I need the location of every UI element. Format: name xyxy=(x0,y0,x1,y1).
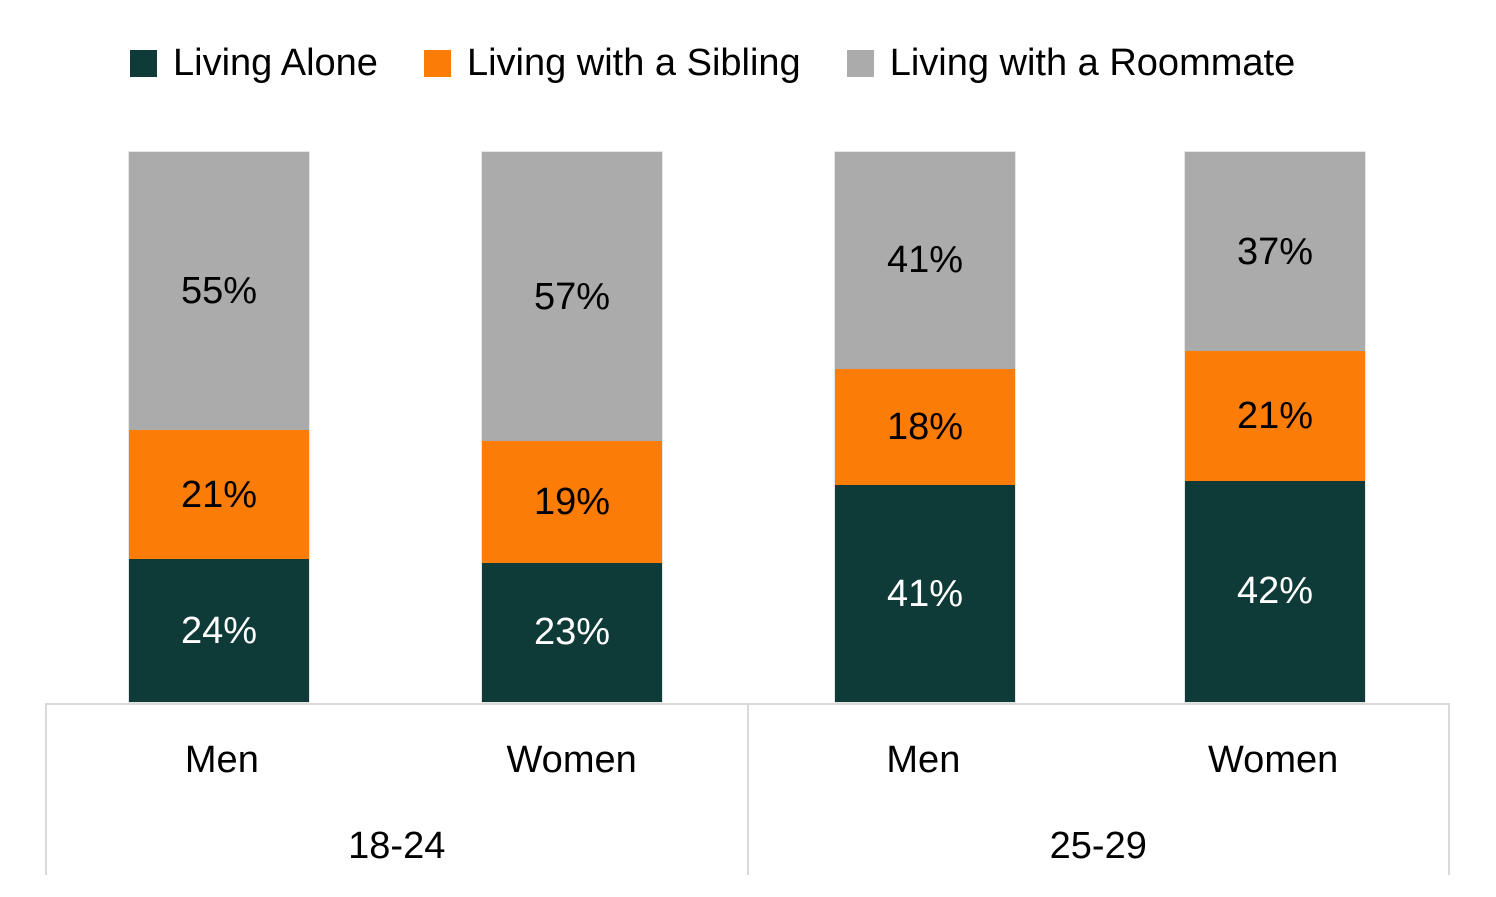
bar-segment-living-alone: 42% xyxy=(1185,480,1365,702)
axis-group-25-29: Men Women 25-29 xyxy=(746,705,1449,875)
data-label: 24% xyxy=(180,609,258,652)
category-label-row: Men Women xyxy=(47,705,747,789)
data-label: 41% xyxy=(886,572,964,615)
legend-label: Living with a Sibling xyxy=(466,42,801,84)
data-label: 23% xyxy=(533,611,611,654)
legend-item-living-alone: Living Alone xyxy=(130,42,378,86)
category-label-women: Women xyxy=(506,739,637,781)
data-label: 42% xyxy=(1236,570,1314,613)
bar-segment-living-with-a-roommate: 37% xyxy=(1185,152,1365,352)
legend-label: Living with a Roommate xyxy=(889,42,1296,84)
category-label-row: Men Women xyxy=(749,705,1449,789)
data-label: 37% xyxy=(1236,230,1314,273)
data-label: 21% xyxy=(1236,395,1314,438)
legend-item-living-with-a-sibling: Living with a Sibling xyxy=(423,42,801,86)
bar-segment-living-with-a-roommate: 57% xyxy=(482,152,662,442)
data-label: 41% xyxy=(886,239,964,282)
category-label-men: Men xyxy=(886,739,961,781)
data-label: 19% xyxy=(533,480,611,523)
category-label-men: Men xyxy=(184,739,259,781)
bar-men-18-24: 55% 21% 24% xyxy=(128,151,310,703)
bar-segment-living-alone: 24% xyxy=(129,559,309,702)
data-label: 55% xyxy=(180,269,258,312)
bar-segment-living-with-a-sibling: 19% xyxy=(482,441,662,563)
legend-item-living-with-a-roommate: Living with a Roommate xyxy=(846,42,1296,86)
data-label: 21% xyxy=(180,473,258,516)
bar-segment-living-with-a-roommate: 55% xyxy=(129,152,309,430)
bar-segment-living-with-a-sibling: 21% xyxy=(1185,351,1365,481)
bar-men-25-29: 41% 18% 41% xyxy=(834,151,1016,703)
data-label: 18% xyxy=(886,406,964,448)
bar-segment-living-with-a-sibling: 21% xyxy=(129,429,309,560)
legend-swatch-icon xyxy=(846,50,874,78)
legend-label: Living Alone xyxy=(173,42,378,84)
bar-segment-living-alone: 41% xyxy=(835,485,1015,703)
legend-swatch-icon xyxy=(423,50,451,78)
x-axis: Men Women 18-24 Men Women 25-29 xyxy=(45,703,1450,875)
group-label-25-29: 25-29 xyxy=(1049,825,1147,867)
chart-legend: Living Alone Living with a Sibling Living … xyxy=(130,42,1295,86)
bar-segment-living-alone: 23% xyxy=(482,562,662,702)
category-label-women: Women xyxy=(1208,739,1339,781)
group-label-18-24: 18-24 xyxy=(348,825,446,867)
legend-swatch-icon xyxy=(130,50,157,78)
bar-segment-living-with-a-roommate: 41% xyxy=(835,152,1015,369)
data-label: 57% xyxy=(533,275,611,318)
axis-group-18-24: Men Women 18-24 xyxy=(47,705,747,875)
bar-women-25-29: 37% 21% 42% xyxy=(1184,151,1366,703)
bar-segment-living-with-a-sibling: 18% xyxy=(835,368,1015,486)
bar-women-18-24: 57% 19% 23% xyxy=(481,151,663,703)
